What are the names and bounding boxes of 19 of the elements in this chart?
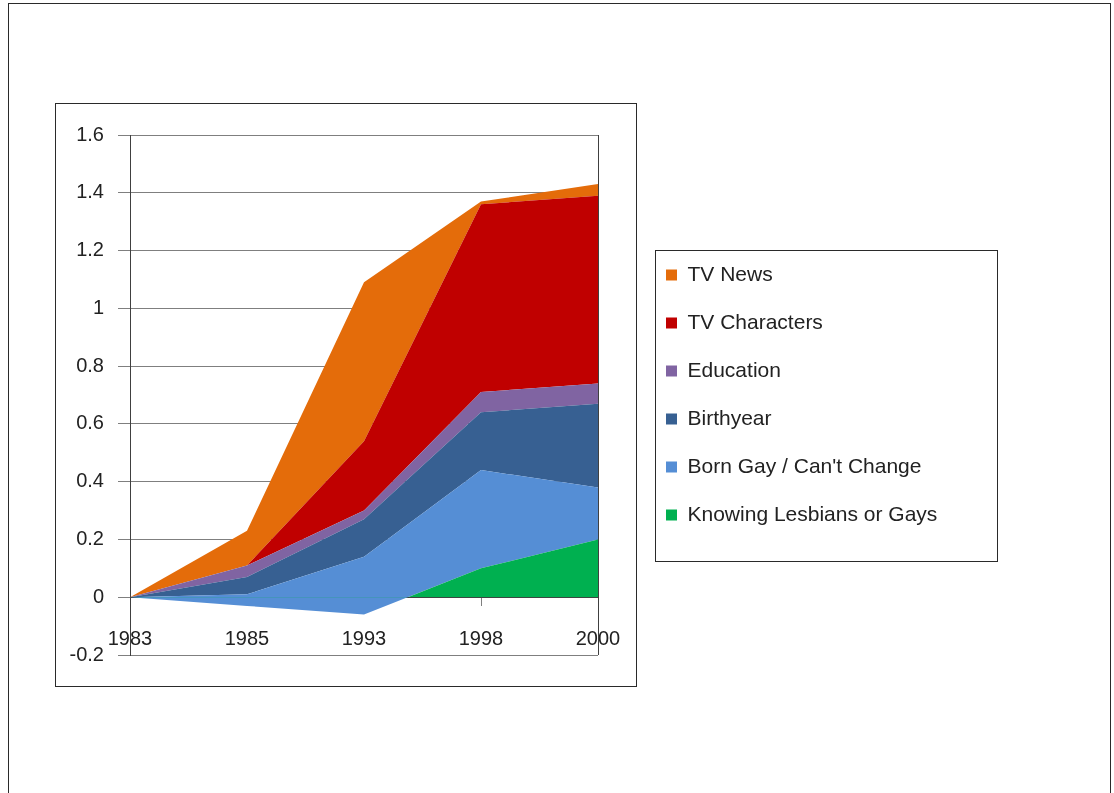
y-tick-label: 1 (92, 295, 104, 318)
y-tick-label: 1.6 (76, 122, 104, 145)
y-tick-label: 1.4 (76, 180, 104, 203)
y-tick-label: 0.6 (76, 411, 104, 434)
y-tick-label: 0.2 (76, 526, 104, 549)
y-tick-label: 0.8 (76, 353, 104, 376)
legend-label: TV Characters (687, 309, 823, 333)
legend-label: Knowing Lesbians or Gays (687, 501, 938, 525)
y-tick-label: 0.4 (76, 469, 104, 492)
x-tick-label: 1985 (224, 626, 270, 649)
y-tick-label: 0 (92, 584, 104, 607)
y-tick-label: -0.2 (69, 642, 104, 665)
x-tick-label: 1998 (458, 626, 504, 649)
legend-label: Birthyear (687, 405, 772, 429)
legend-label: Born Gay / Can't Change (687, 453, 922, 477)
legend-label: Education (687, 357, 781, 381)
legend-label: TV News (687, 261, 773, 285)
x-tick-label: 1993 (341, 626, 387, 649)
y-tick-label: 1.2 (76, 238, 104, 261)
